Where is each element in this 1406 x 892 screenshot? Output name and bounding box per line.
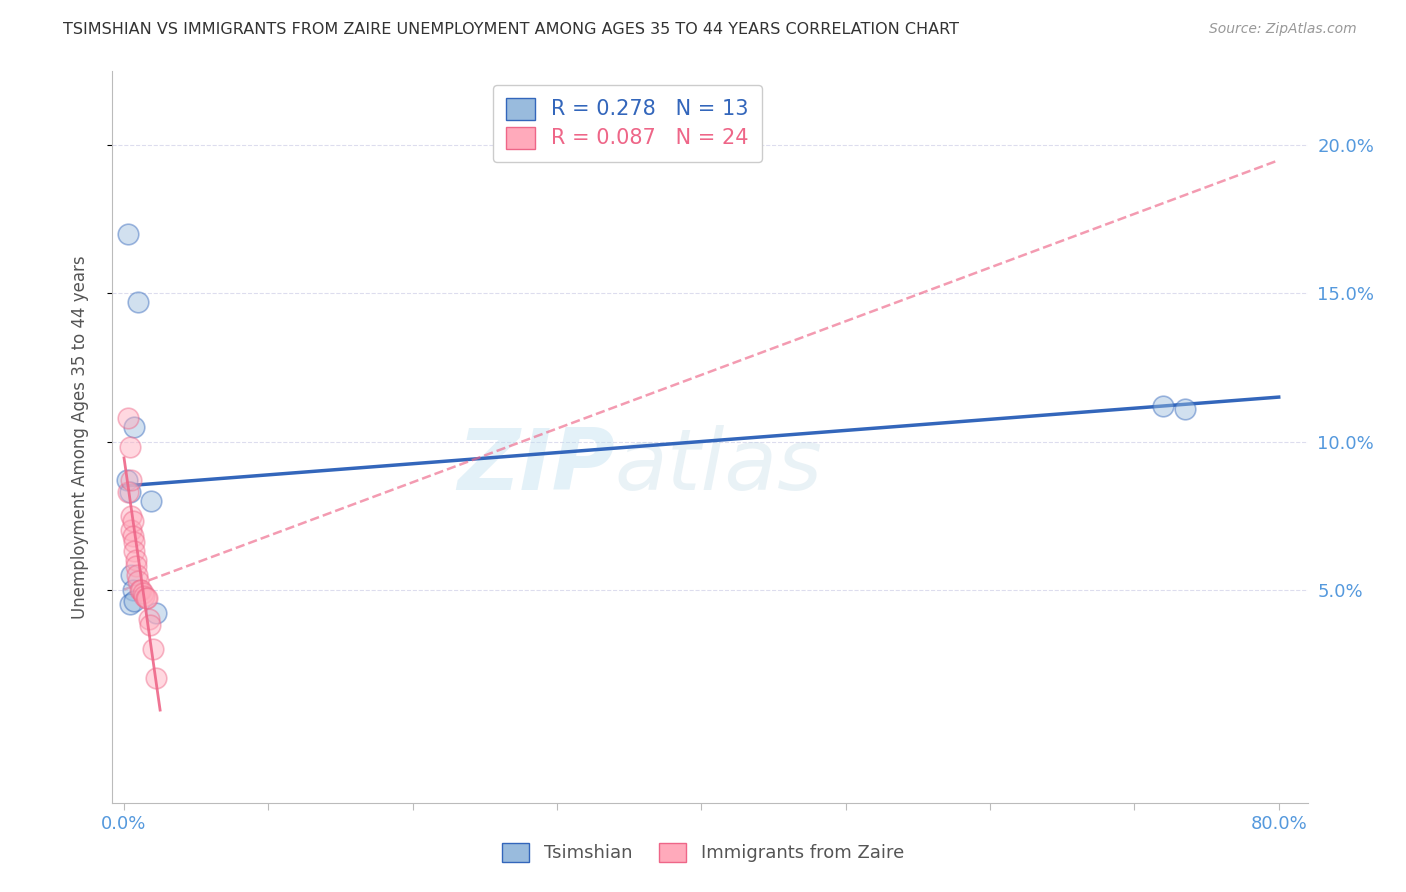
Legend: Tsimshian, Immigrants from Zaire: Tsimshian, Immigrants from Zaire — [495, 836, 911, 870]
Point — [122, 544, 145, 558]
Point — [145, 607, 167, 621]
Point — [120, 524, 142, 538]
Y-axis label: Unemployment Among Ages 35 to 44 years: Unemployment Among Ages 35 to 44 years — [70, 255, 89, 619]
Text: ZIP: ZIP — [457, 425, 614, 508]
Text: atlas: atlas — [614, 425, 823, 508]
Text: Source: ZipAtlas.com: Source: ZipAtlas.com — [1209, 22, 1357, 37]
Point — [145, 672, 167, 686]
Point — [121, 582, 143, 597]
Point — [117, 227, 139, 242]
Point — [131, 582, 153, 597]
Text: TSIMSHIAN VS IMMIGRANTS FROM ZAIRE UNEMPLOYMENT AMONG AGES 35 TO 44 YEARS CORREL: TSIMSHIAN VS IMMIGRANTS FROM ZAIRE UNEMP… — [63, 22, 959, 37]
Point — [129, 582, 152, 597]
Point — [138, 612, 160, 626]
Point — [122, 419, 145, 434]
Point — [1152, 399, 1174, 413]
Point — [120, 508, 142, 523]
Point — [122, 594, 145, 608]
Point — [125, 567, 148, 582]
Point — [124, 558, 146, 573]
Point — [134, 589, 156, 603]
Point — [124, 553, 146, 567]
Point — [118, 598, 141, 612]
Point — [135, 591, 157, 606]
Point — [142, 641, 165, 656]
Point — [121, 529, 143, 543]
Point — [117, 410, 139, 425]
Point — [120, 473, 142, 487]
Point — [141, 493, 163, 508]
Point — [132, 585, 155, 599]
Point — [118, 484, 141, 499]
Point — [127, 574, 149, 588]
Point — [136, 591, 159, 606]
Point — [122, 535, 145, 549]
Point — [127, 295, 149, 310]
Point — [115, 473, 138, 487]
Legend: R = 0.278   N = 13, R = 0.087   N = 24: R = 0.278 N = 13, R = 0.087 N = 24 — [492, 85, 762, 162]
Point — [117, 484, 139, 499]
Point — [139, 618, 162, 632]
Point — [1174, 401, 1197, 416]
Point — [121, 515, 143, 529]
Point — [120, 567, 142, 582]
Point — [118, 441, 141, 455]
